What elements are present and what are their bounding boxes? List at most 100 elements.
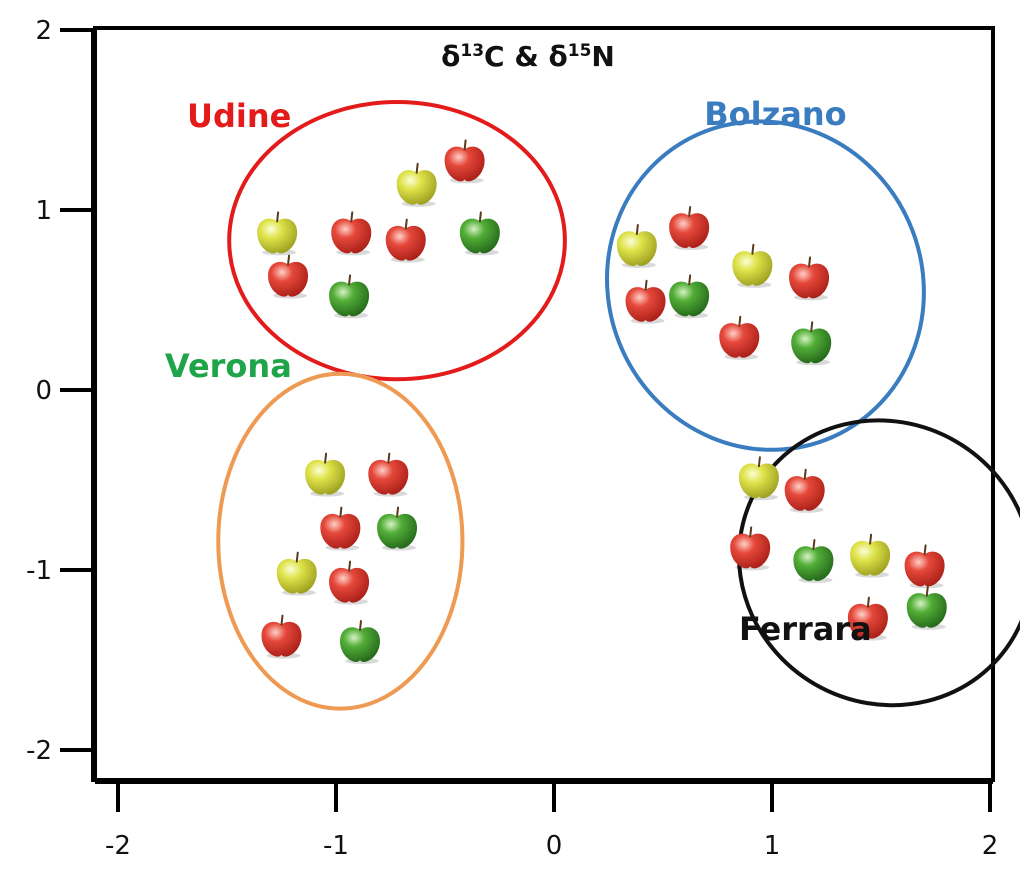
apple-body — [329, 567, 370, 603]
apple-body — [793, 546, 834, 581]
chart-title: δ13C & δ15N — [441, 40, 615, 73]
apple-point — [732, 243, 773, 288]
chart-title-part: N — [591, 40, 614, 73]
apple-point — [276, 551, 317, 596]
apple-point — [904, 544, 945, 589]
y-tick-label: 2 — [35, 16, 52, 46]
apple-stem — [404, 218, 408, 230]
apple-body — [789, 263, 830, 299]
apple-stem — [925, 585, 929, 597]
apple-body — [738, 463, 779, 499]
apple-point — [377, 506, 418, 551]
apple-stem — [324, 452, 328, 464]
apple-point — [738, 456, 779, 501]
apple-stem — [688, 206, 692, 217]
apple-stem — [812, 539, 816, 550]
group-label-bolzano: Bolzano — [704, 95, 846, 133]
apple-stem — [478, 211, 482, 223]
apple-body — [368, 459, 409, 495]
apple-point — [719, 315, 760, 360]
apple-point — [257, 211, 298, 256]
apple-body — [261, 621, 302, 657]
apple-point — [669, 206, 710, 250]
apple-body — [904, 551, 945, 587]
apple-point — [789, 256, 830, 301]
x-axis: -2 -1 0 1 2 — [95, 780, 999, 861]
apple-stem — [869, 533, 873, 545]
apple-body — [377, 513, 418, 549]
apple-point — [730, 526, 771, 571]
apple-stem — [287, 254, 291, 266]
apple-body — [847, 603, 888, 639]
apple-stem — [635, 224, 639, 235]
apple-stem — [644, 279, 648, 291]
group-label-udine: Udine — [187, 97, 291, 135]
apple-body — [276, 558, 317, 594]
apple-point — [669, 274, 710, 319]
apple-body — [257, 218, 298, 254]
apple-stem — [348, 560, 352, 572]
apple-point — [850, 533, 891, 578]
apple-stem — [350, 211, 354, 223]
group-ellipse-verona — [216, 371, 465, 711]
group-labels: Udine Bolzano Verona Ferrara — [165, 95, 872, 648]
apple-body — [331, 218, 372, 254]
apple-body — [396, 170, 437, 205]
apple-stem — [280, 614, 284, 626]
apple-point — [329, 274, 370, 319]
apple-stem — [415, 162, 419, 174]
apple-point — [906, 585, 947, 630]
apple-body — [906, 593, 947, 628]
apple-body — [850, 540, 891, 576]
apple-stem — [358, 620, 362, 631]
apple-point — [261, 614, 302, 659]
apple-stem — [803, 468, 807, 480]
apple-point — [385, 218, 426, 263]
group-label-ferrara: Ferrara — [739, 610, 872, 648]
apple-point — [444, 139, 485, 184]
apple-stem — [396, 506, 400, 518]
apple-stem — [339, 506, 343, 518]
y-tick-label: 0 — [35, 376, 52, 406]
apple-point — [268, 254, 309, 299]
apple-body — [616, 231, 657, 266]
x-tick-label: -1 — [323, 831, 349, 861]
apple-point — [459, 211, 500, 256]
apple-point — [331, 211, 372, 256]
group-label-verona: Verona — [165, 347, 292, 385]
y-tick-label: -2 — [26, 736, 52, 766]
apple-point — [368, 452, 409, 497]
apple-point — [791, 321, 832, 366]
apple-point — [329, 560, 370, 605]
apple-point — [847, 596, 888, 641]
apple-stem — [757, 456, 761, 468]
apple-point — [320, 506, 361, 551]
apple-body — [784, 476, 825, 511]
x-tick-label: 0 — [546, 831, 563, 861]
apple-stem — [749, 526, 753, 538]
apple-body — [320, 513, 361, 549]
x-tick-label: 2 — [982, 831, 999, 861]
chart-title-part: C & δ — [484, 40, 568, 73]
apple-point — [784, 468, 825, 513]
apple-stem — [295, 551, 299, 563]
apple-stem — [463, 139, 467, 151]
apple-stem — [348, 274, 352, 286]
apple-body — [730, 533, 771, 569]
chart-title-part: δ — [441, 40, 460, 73]
apple-point — [625, 279, 666, 324]
apple-body — [305, 459, 346, 495]
y-tick-label: -1 — [26, 556, 52, 586]
apple-point — [339, 620, 380, 664]
apple-stem — [808, 256, 812, 268]
apple-point — [793, 539, 834, 583]
chart-title-part: 13 — [460, 41, 484, 61]
apple-point — [305, 452, 346, 497]
apple-stem — [276, 211, 280, 223]
apple-body — [732, 251, 773, 286]
apple-body — [459, 218, 500, 254]
y-axis: -2 -1 0 1 2 — [26, 16, 95, 782]
apple-stem — [387, 452, 391, 464]
apple-body — [329, 281, 370, 317]
